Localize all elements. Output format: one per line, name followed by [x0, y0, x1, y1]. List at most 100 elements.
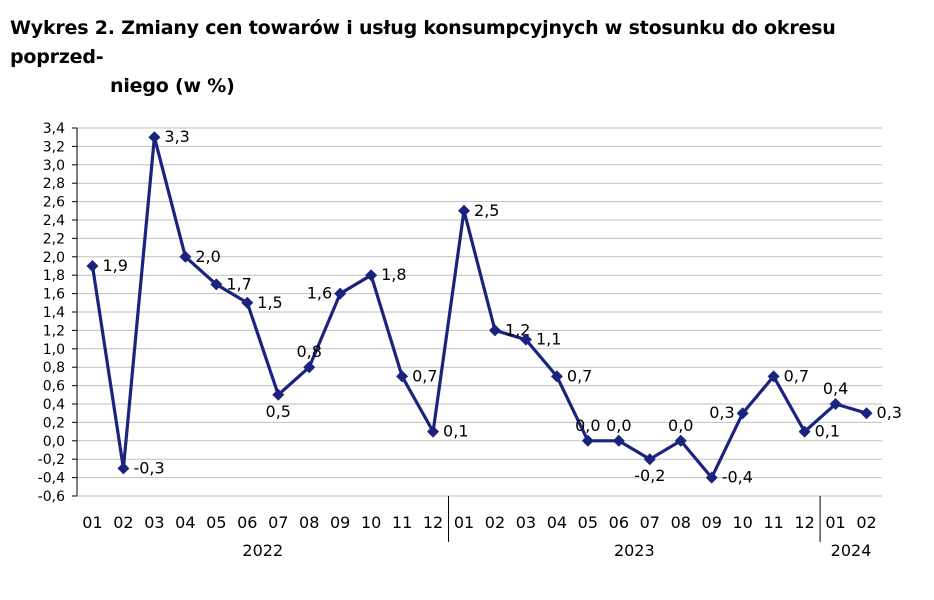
x-tick-label: 01: [825, 513, 845, 532]
x-tick-label: 04: [175, 513, 195, 532]
y-tick-label: 0,6: [43, 379, 65, 395]
chart-title: Wykres 2. Zmiany cen towarów i usług kon…: [10, 14, 910, 101]
data-point-marker: [860, 407, 873, 420]
data-point-marker: [365, 269, 378, 282]
data-label: 1,2: [505, 320, 530, 339]
x-tick-label: 08: [299, 513, 319, 532]
y-tick-label: 0,4: [43, 397, 65, 413]
y-tick-label: 2,8: [43, 176, 65, 192]
x-tick-label: 12: [794, 513, 814, 532]
data-label: 0,1: [815, 422, 840, 441]
year-label: 2022: [242, 541, 283, 560]
data-point-marker: [612, 434, 625, 447]
x-tick-label: 01: [82, 513, 102, 532]
data-point-marker: [674, 434, 687, 447]
data-point-marker: [550, 370, 563, 383]
data-point-marker: [767, 370, 780, 383]
data-point-marker: [86, 260, 99, 272]
x-tick-label: 02: [856, 513, 876, 532]
y-tick-label: 3,4: [43, 121, 65, 137]
data-point-marker: [705, 471, 718, 484]
data-label: 0,1: [443, 422, 468, 441]
data-point-marker: [148, 131, 161, 144]
data-label: 0,0: [575, 416, 600, 435]
data-label: 0,7: [412, 366, 437, 385]
x-tick-label: 11: [392, 513, 412, 532]
y-tick-label: 1,0: [43, 342, 65, 358]
data-point-marker: [581, 434, 594, 447]
data-point-marker: [519, 333, 532, 346]
y-tick-label: 1,4: [43, 305, 65, 321]
data-label: 0,0: [606, 416, 631, 435]
y-tick-label: -0,6: [38, 489, 65, 505]
x-tick-label: 03: [144, 513, 164, 532]
data-point-marker: [241, 296, 254, 309]
x-tick-label: 10: [732, 513, 752, 532]
x-tick-label: 03: [516, 513, 536, 532]
data-point-marker: [179, 250, 192, 263]
data-label: -0,4: [722, 468, 753, 487]
y-tick-label: 3,0: [43, 158, 65, 174]
data-label: 1,6: [307, 284, 332, 303]
data-label: 1,8: [381, 265, 406, 284]
x-tick-label: 04: [547, 513, 567, 532]
y-tick-label: 1,2: [43, 323, 65, 339]
x-tick-label: 08: [671, 513, 691, 532]
data-point-marker: [798, 425, 811, 438]
y-tick-label: 1,6: [43, 287, 65, 303]
year-label: 2024: [831, 541, 872, 560]
x-tick-label: 11: [763, 513, 783, 532]
y-tick-label: 3,2: [43, 139, 65, 155]
data-label: 1,9: [102, 256, 127, 275]
y-tick-label: 2,6: [43, 195, 65, 211]
y-tick-label: 0,8: [43, 360, 65, 376]
data-label: 0,4: [823, 379, 848, 398]
data-label: 1,1: [536, 330, 561, 349]
x-tick-label: 02: [113, 513, 133, 532]
series-line: [90, 136, 867, 481]
data-label: 0,8: [296, 342, 321, 361]
data-point-marker: [458, 204, 471, 217]
data-point-marker: [396, 370, 409, 383]
data-label: 0,0: [668, 416, 693, 435]
x-tick-label: 02: [485, 513, 505, 532]
y-tick-label: 1,8: [43, 268, 65, 284]
x-tick-label: 10: [361, 513, 381, 532]
data-label: 0,7: [784, 366, 809, 385]
chart-title-line2: niego (w %): [110, 75, 235, 97]
data-label: 2,0: [195, 247, 220, 266]
y-tick-label: 2,2: [43, 231, 65, 247]
data-point-marker: [736, 407, 749, 420]
year-label: 2023: [614, 541, 655, 560]
data-point-marker: [829, 398, 842, 410]
data-point-marker: [643, 453, 656, 466]
x-tick-label: 09: [702, 513, 722, 532]
chart-title-line1: Wykres 2. Zmiany cen towarów i usług kon…: [10, 17, 836, 68]
data-point-marker: [210, 278, 223, 291]
y-tick-label: 2,0: [43, 250, 65, 266]
x-tick-label: 07: [640, 513, 660, 532]
data-label: 0,3: [709, 403, 734, 422]
data-point-marker: [303, 361, 316, 374]
data-point-marker: [488, 324, 501, 337]
data-point-marker: [427, 425, 440, 438]
x-tick-label: 01: [454, 513, 474, 532]
data-label: -0,3: [133, 458, 164, 477]
y-tick-label: 0,2: [43, 415, 65, 431]
data-point-marker: [334, 287, 347, 300]
data-label: 2,5: [474, 201, 499, 220]
data-label: 0,3: [877, 403, 902, 422]
y-tick-label: 0,0: [43, 434, 65, 450]
x-tick-label: 06: [609, 513, 629, 532]
data-label: 0,7: [567, 366, 592, 385]
data-label: 1,7: [226, 274, 251, 293]
data-point-marker: [272, 388, 285, 401]
data-label: -0,2: [634, 466, 665, 485]
data-label: 0,5: [266, 402, 291, 421]
x-tick-label: 05: [578, 513, 598, 532]
data-point-marker: [117, 462, 130, 475]
data-label: 1,5: [257, 293, 282, 312]
y-tick-label: -0,4: [38, 471, 65, 487]
y-tick-label: -0,2: [38, 452, 65, 468]
